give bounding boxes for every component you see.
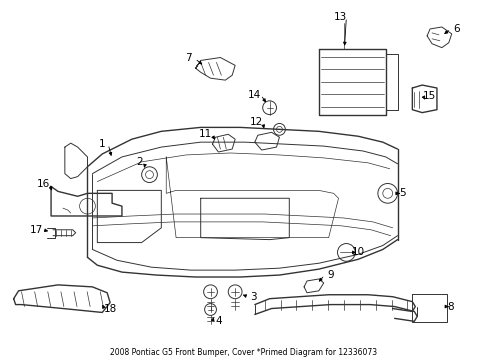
Text: 11: 11 <box>199 129 212 139</box>
Text: 7: 7 <box>185 54 192 63</box>
Text: 14: 14 <box>248 90 261 100</box>
Text: 6: 6 <box>452 24 459 34</box>
Text: 5: 5 <box>398 188 405 198</box>
Text: 12: 12 <box>250 117 263 127</box>
Text: 18: 18 <box>103 303 117 314</box>
Text: 3: 3 <box>250 292 257 302</box>
Text: 17: 17 <box>30 225 43 235</box>
Text: 15: 15 <box>422 91 435 101</box>
Text: 8: 8 <box>447 302 453 311</box>
Text: 4: 4 <box>215 316 221 326</box>
Text: 1: 1 <box>99 139 105 149</box>
Text: 9: 9 <box>326 270 333 280</box>
Text: 13: 13 <box>333 12 346 22</box>
Text: 2: 2 <box>136 157 142 167</box>
Text: 10: 10 <box>351 247 364 257</box>
Text: 2008 Pontiac G5 Front Bumper, Cover *Primed Diagram for 12336073: 2008 Pontiac G5 Front Bumper, Cover *Pri… <box>110 348 377 357</box>
Text: 16: 16 <box>37 179 50 189</box>
